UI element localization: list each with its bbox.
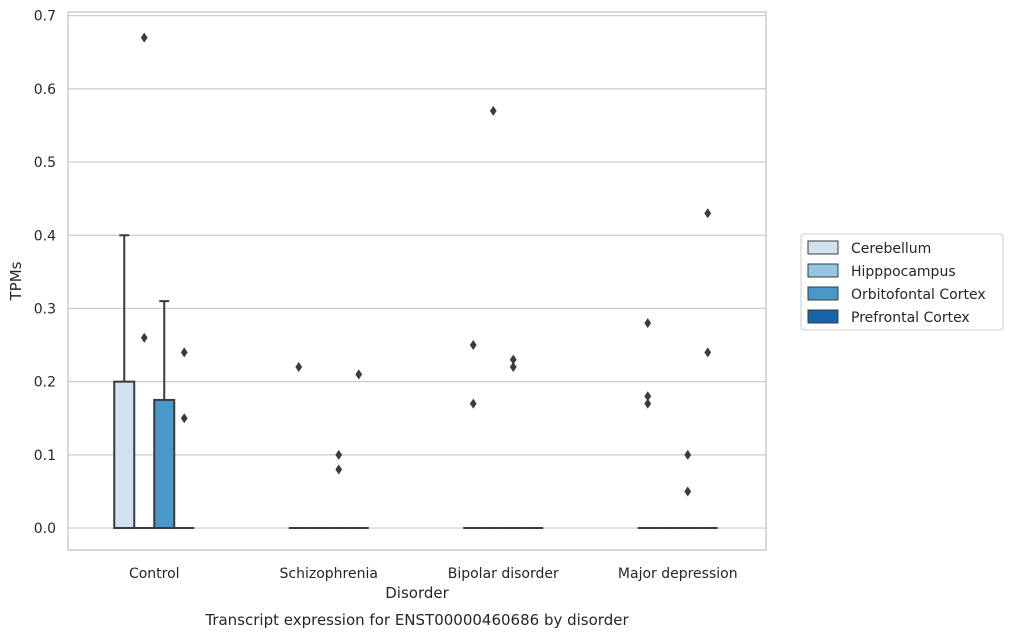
outlier-point <box>684 486 692 497</box>
x-tick-label: Major depression <box>618 566 738 582</box>
outlier-point <box>335 464 343 475</box>
y-tick-labels: 0.0 0.1 0.2 0.3 0.4 0.5 0.6 0.7 <box>34 9 56 537</box>
y-axis-label: TPMs <box>7 261 25 301</box>
legend-label: Cerebellum <box>851 241 931 257</box>
outlier-point <box>509 362 517 373</box>
y-tick-label: 0.6 <box>34 82 56 98</box>
outlier-point <box>469 398 477 409</box>
y-tick-label: 0.1 <box>34 448 56 464</box>
outlier-point <box>295 362 303 373</box>
x-tick-labels: Control Schizophrenia Bipolar disorder Majo… <box>129 566 738 582</box>
outlier-point <box>140 32 148 43</box>
outlier-point <box>469 340 477 351</box>
outlier-point <box>704 208 712 219</box>
plot-area <box>68 12 766 550</box>
x-tick-label: Control <box>129 566 180 582</box>
chart-caption: Transcript expression for ENST0000046068… <box>204 611 629 629</box>
box-body <box>153 398 176 530</box>
legend-label: Orbitofontal Cortex <box>851 287 986 303</box>
y-tick-label: 0.7 <box>34 9 56 25</box>
box-orbitofontal-cortex <box>328 449 349 530</box>
legend-swatch <box>807 263 839 278</box>
box-orbitofontal-cortex <box>677 449 698 530</box>
box-hipppocampus <box>483 105 504 530</box>
y-tick-label: 0.2 <box>34 375 56 391</box>
box-cerebellum <box>637 318 658 530</box>
box-prefrontal-cortex <box>697 208 718 530</box>
x-axis-label: Disorder <box>385 584 449 602</box>
box-cerebellum <box>288 362 309 530</box>
box-prefrontal-cortex <box>174 347 195 530</box>
legend-swatch <box>807 309 839 324</box>
box-cerebellum <box>463 340 484 530</box>
y-tick-label: 0.5 <box>34 155 56 171</box>
outlier-point <box>644 391 652 402</box>
legend-swatch <box>807 240 839 255</box>
outlier-point <box>704 347 712 358</box>
box-body <box>113 380 136 530</box>
legend: Cerebellum Hipppocampus Orbitofontal Corte… <box>800 233 1004 331</box>
outlier-point <box>180 413 188 424</box>
outlier-point <box>509 354 517 365</box>
box-cerebellum <box>113 234 136 530</box>
outlier-point <box>684 449 692 460</box>
legend-frame <box>800 233 1004 331</box>
plot-frame <box>67 11 767 551</box>
outlier-point <box>644 398 652 409</box>
box-orbitofontal-cortex <box>503 354 524 530</box>
box-series <box>113 32 718 530</box>
y-tick-label: 0.4 <box>34 228 56 244</box>
x-tick-label: Schizophrenia <box>280 566 378 582</box>
legend-swatch <box>807 286 839 301</box>
y-tick-label: 0.0 <box>34 521 56 537</box>
y-tick-label: 0.3 <box>34 301 56 317</box>
outlier-point <box>489 105 497 116</box>
outlier-point <box>355 369 363 380</box>
box-orbitofontal-cortex <box>153 300 176 530</box>
outlier-point <box>644 318 652 329</box>
legend-label: Prefrontal Cortex <box>851 310 970 326</box>
outlier-point <box>335 449 343 460</box>
box-hipppocampus <box>134 32 155 530</box>
outlier-point <box>140 332 148 343</box>
legend-label: Hipppocampus <box>851 264 956 280</box>
x-tick-label: Bipolar disorder <box>448 566 559 582</box>
box-prefrontal-cortex <box>348 369 369 530</box>
outlier-point <box>180 347 188 358</box>
